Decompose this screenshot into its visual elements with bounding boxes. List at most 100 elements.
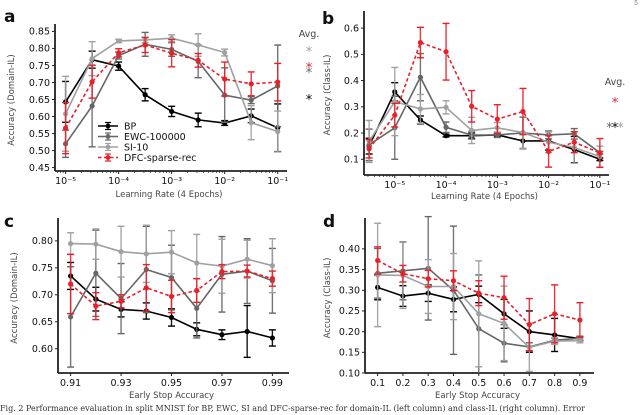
- avg-title: Avg.: [299, 29, 320, 40]
- y-tick-label: 0.5: [344, 50, 359, 61]
- x-tick-label: 10⁻²: [538, 180, 559, 191]
- x-tick-label: 0.93: [110, 378, 131, 389]
- data-point: [169, 108, 175, 115]
- x-tick-label: 0.1: [370, 378, 385, 389]
- y-tick-label: 0.40: [339, 244, 360, 255]
- legend-swatch-marker: [105, 123, 111, 129]
- data-point: [577, 317, 583, 323]
- significance-star: *: [612, 121, 619, 136]
- x-tick-label: 0.9: [572, 378, 587, 389]
- y-tick-label: 0.65: [32, 317, 53, 328]
- x-tick-label: 0.95: [161, 378, 182, 389]
- data-point: [89, 56, 95, 62]
- data-point: [417, 74, 424, 80]
- panel-letter: a: [4, 7, 15, 27]
- y-tick-label: 0.6: [344, 23, 359, 34]
- y-tick-label: 0.50: [29, 146, 50, 157]
- legend-label: BP: [124, 121, 137, 132]
- data-point: [552, 311, 558, 317]
- y-tick-label: 0.70: [29, 78, 50, 89]
- series-line: [64, 44, 278, 129]
- data-point: [68, 314, 74, 320]
- data-point: [375, 257, 381, 264]
- x-axis-label: Early Stop Accuracy: [129, 391, 214, 401]
- y-tick-label: 0.30: [339, 286, 360, 297]
- data-point: [269, 263, 275, 269]
- significance-star: *: [606, 121, 613, 136]
- data-point: [545, 148, 552, 154]
- legend-item: BP: [98, 121, 137, 132]
- series-line: [368, 100, 601, 158]
- avg-title: Avg.: [605, 77, 626, 88]
- data-point: [443, 133, 449, 139]
- data-point: [93, 270, 99, 276]
- y-tick-label: 0.85: [29, 27, 50, 38]
- data-point: [116, 50, 122, 56]
- data-point: [63, 125, 69, 131]
- data-point: [168, 293, 175, 300]
- data-point: [116, 63, 122, 69]
- x-tick-label: 10⁻⁴: [436, 180, 457, 191]
- data-point: [443, 124, 449, 130]
- y-tick-label: 0.15: [339, 348, 360, 359]
- data-point: [526, 321, 532, 328]
- legend-item: DFC-sparse-rec: [98, 153, 197, 164]
- significance-star: *: [306, 61, 313, 76]
- data-point: [501, 295, 507, 301]
- x-tick-label: 0.3: [421, 378, 436, 389]
- data-point: [244, 256, 250, 262]
- x-axis-label: Early Stop Accuracy: [435, 391, 520, 401]
- data-point: [476, 290, 482, 296]
- data-point: [501, 320, 507, 326]
- x-tick-label: 0.2: [395, 378, 410, 389]
- x-tick-label: 0.4: [446, 378, 461, 389]
- data-point: [366, 146, 372, 152]
- data-point: [194, 260, 200, 266]
- x-tick-label: 0.6: [496, 378, 511, 389]
- x-tick-label: 10⁻¹: [589, 180, 610, 191]
- data-point: [142, 92, 148, 98]
- data-point: [244, 268, 250, 274]
- series-dfc-sparse-rec: [365, 22, 604, 169]
- x-tick-label: 10⁻⁵: [384, 180, 405, 191]
- data-point: [68, 240, 74, 247]
- x-tick-label: 10⁻²: [214, 176, 235, 187]
- panel-letter: b: [322, 9, 334, 29]
- data-point: [248, 120, 254, 126]
- data-point: [571, 139, 577, 145]
- data-point: [89, 79, 95, 85]
- y-axis-label: Accuracy (Domain-IL): [7, 54, 17, 145]
- data-point: [597, 150, 603, 156]
- avg-annotation: Avg.****: [299, 29, 320, 108]
- x-tick-label: 10⁻³: [487, 180, 508, 191]
- data-point: [195, 57, 201, 63]
- avg-annotation: Avg.****: [605, 77, 626, 136]
- panel-c: c 0.60 0.65 0.70 0.75 0.80 0.91 0.93 0.95 0.97 0.9…: [4, 212, 289, 401]
- significance-star: *: [306, 93, 313, 108]
- data-point: [425, 276, 431, 282]
- y-tick-label: 0.60: [32, 344, 53, 355]
- y-tick-label: 0.45: [29, 163, 50, 174]
- data-point: [417, 106, 424, 112]
- data-point: [400, 271, 406, 277]
- y-tick-label: 0.75: [32, 263, 53, 274]
- legend-label: SI-10: [124, 142, 148, 153]
- data-point: [443, 49, 449, 55]
- data-point: [275, 128, 281, 135]
- legend-swatch-marker: [105, 144, 111, 150]
- data-point: [168, 314, 175, 321]
- x-tick-label: 0.91: [60, 378, 81, 389]
- x-tick-label: 10⁻¹: [267, 176, 288, 187]
- y-tick-label: 0.3: [344, 102, 359, 113]
- data-point: [577, 338, 583, 344]
- y-tick-label: 0.35: [339, 265, 360, 276]
- series-bp: [365, 81, 604, 164]
- y-tick-label: 0.4: [344, 76, 359, 87]
- data-point: [476, 311, 482, 317]
- data-point: [195, 42, 201, 48]
- legend-item: SI-10: [98, 142, 148, 153]
- data-point: [450, 278, 457, 284]
- y-tick-label: 0.80: [29, 44, 50, 55]
